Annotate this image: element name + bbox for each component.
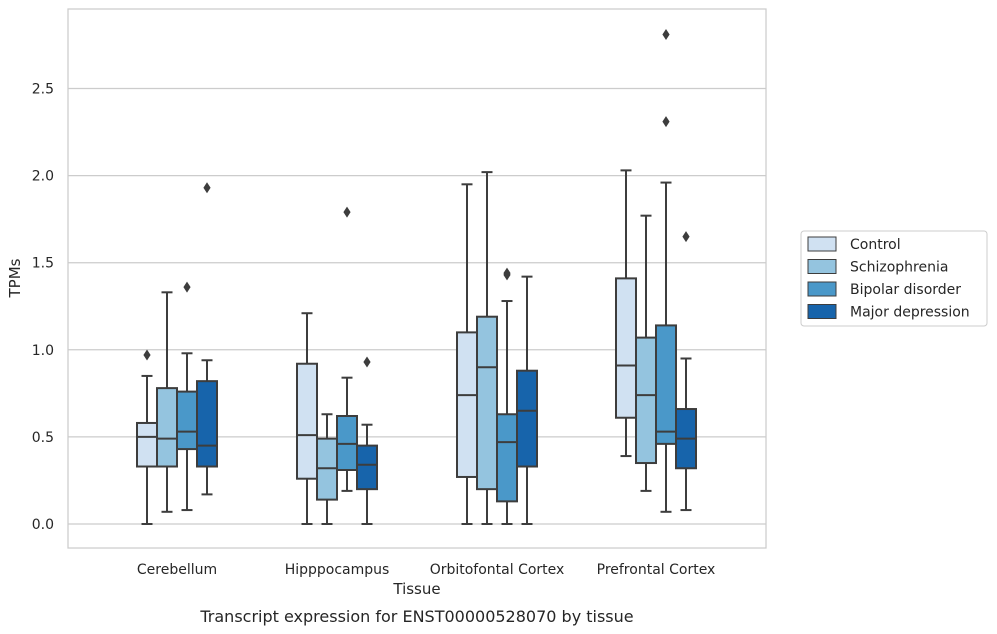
outlier-point xyxy=(203,182,211,194)
box-bipolar-disorder xyxy=(655,28,677,513)
box-iqr xyxy=(156,387,178,468)
x-axis-ticks: Cerebellum Hipppocampus Orbitofontal Corte… xyxy=(137,562,715,578)
box-major-depression xyxy=(356,356,378,525)
x-tick-label: Prefrontal Cortex xyxy=(597,562,716,578)
outlier-point xyxy=(343,206,351,218)
plot-frame xyxy=(67,8,767,549)
legend-swatch xyxy=(807,236,837,252)
outlier-point xyxy=(183,281,191,293)
box-iqr xyxy=(136,421,158,468)
box-major-depression xyxy=(196,182,218,496)
box-iqr xyxy=(655,324,677,445)
y-axis-label: TPMs xyxy=(6,258,24,298)
outlier-point xyxy=(503,267,511,279)
legend-label: Schizophrenia xyxy=(850,260,948,276)
box-iqr xyxy=(635,336,657,465)
box-bipolar-disorder xyxy=(496,267,518,525)
legend-label: Major depression xyxy=(850,305,970,321)
box-iqr xyxy=(176,390,198,451)
x-tick-label: Cerebellum xyxy=(137,562,217,578)
legend-label: Control xyxy=(850,237,901,253)
legend-swatch xyxy=(807,281,837,297)
box-major-depression xyxy=(675,231,697,512)
box-schizophrenia xyxy=(476,171,498,525)
box-iqr xyxy=(496,413,518,503)
y-tick-label: 1.0 xyxy=(32,343,54,359)
box-bipolar-disorder xyxy=(176,281,198,512)
outlier-point xyxy=(363,356,371,368)
figure-caption: Transcript expression for ENST0000052807… xyxy=(199,607,633,626)
legend-swatch xyxy=(807,304,837,319)
box-major-depression xyxy=(516,275,538,525)
box-control xyxy=(456,183,478,525)
y-tick-label: 0.0 xyxy=(32,517,54,533)
outlier-point xyxy=(143,349,151,361)
box-control xyxy=(296,312,318,525)
legend-label: Bipolar disorder xyxy=(850,282,961,298)
x-axis-label: Tissue xyxy=(392,580,440,598)
box-iqr xyxy=(196,380,218,468)
box-iqr xyxy=(356,444,378,491)
legend-swatch xyxy=(807,259,837,274)
box-schizophrenia xyxy=(635,214,657,492)
legend: Control Schizophrenia Bipolar disorder Majo… xyxy=(800,230,988,327)
box-schizophrenia xyxy=(156,291,178,513)
outlier-point xyxy=(662,116,670,128)
legend-frame xyxy=(800,230,988,327)
box-series xyxy=(136,28,697,525)
outlier-point xyxy=(682,231,690,243)
box-iqr xyxy=(516,369,538,468)
y-axis-ticks: 0.0 0.5 1.0 1.5 2.0 2.5 xyxy=(32,82,54,534)
box-control xyxy=(136,349,158,525)
y-tick-label: 2.5 xyxy=(32,82,54,98)
box-iqr xyxy=(476,315,498,491)
box-iqr xyxy=(456,331,478,478)
y-tick-label: 1.5 xyxy=(32,256,54,272)
x-tick-label: Orbitofontal Cortex xyxy=(430,562,565,578)
y-tick-label: 2.0 xyxy=(32,169,54,185)
outlier-point xyxy=(662,28,670,40)
box-bipolar-disorder xyxy=(336,206,358,492)
box-iqr xyxy=(296,362,318,480)
box-iqr xyxy=(615,277,637,419)
y-tick-label: 0.5 xyxy=(32,430,54,446)
x-tick-label: Hipppocampus xyxy=(285,562,390,578)
